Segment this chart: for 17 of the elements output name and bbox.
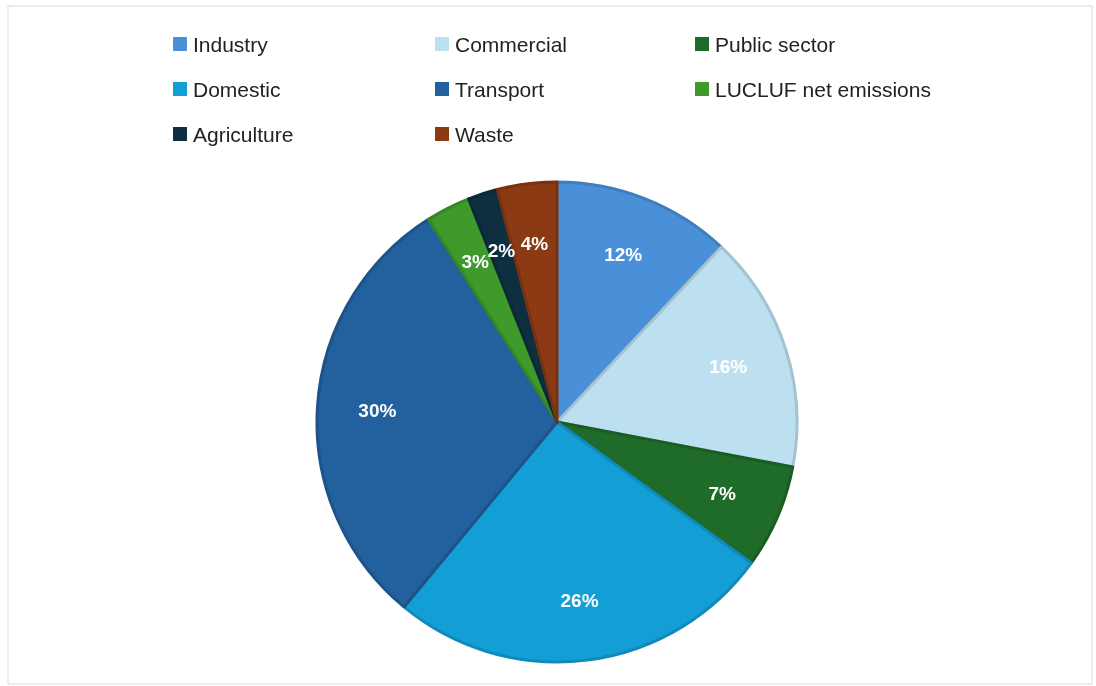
- data-label: 12%: [604, 244, 643, 266]
- legend-label: Waste: [455, 122, 514, 146]
- data-label: 30%: [358, 400, 397, 422]
- legend-label: Public sector: [715, 32, 836, 56]
- legend-label: LUCLUF net emissions: [715, 77, 931, 101]
- pie-slice: [402, 420, 753, 664]
- data-label: 4%: [520, 232, 549, 254]
- data-label: 7%: [708, 482, 737, 504]
- legend-label: Industry: [193, 32, 269, 56]
- pie-slice: [315, 217, 559, 609]
- legend-label: Domestic: [193, 77, 281, 101]
- legend-label: Transport: [455, 77, 545, 101]
- data-label: 26%: [560, 590, 599, 612]
- data-label: 16%: [709, 355, 748, 377]
- legend-label: Agriculture: [193, 122, 294, 146]
- legend-label: Commercial: [455, 32, 568, 56]
- data-label: 2%: [487, 240, 516, 262]
